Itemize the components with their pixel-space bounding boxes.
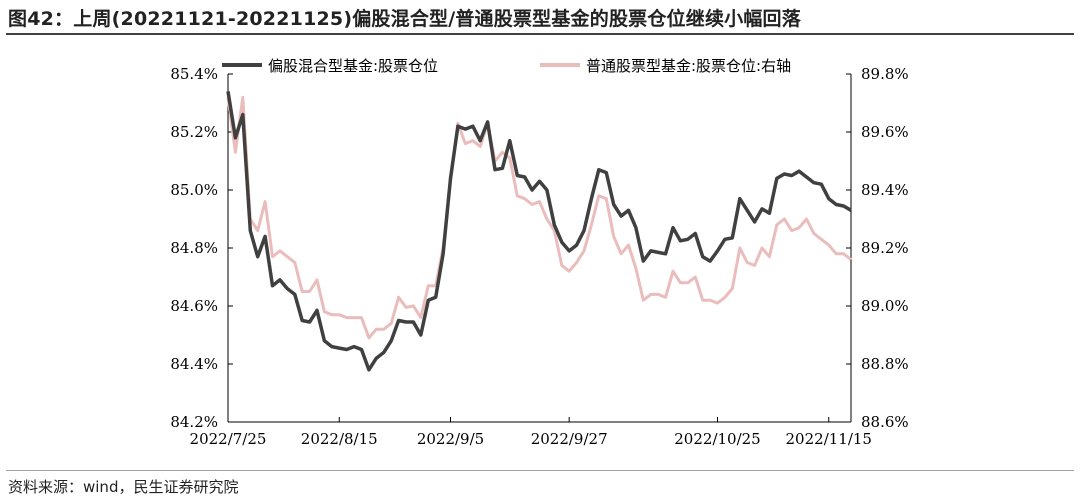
left-y-tick-label: 84.6% [170,297,218,315]
right-y-tick-label: 89.8% [861,65,909,83]
x-tick-label: 2022/9/27 [531,430,608,448]
x-tick-label: 2022/11/15 [786,430,872,448]
legend-label-series2: 普通股票型基金:股票仓位:右轴 [586,57,791,75]
series-lines [226,91,852,372]
left-y-tick-label: 84.4% [170,355,218,373]
axes [227,74,852,423]
left-y-tick-label: 85.0% [170,181,218,199]
left-y-tick-label: 85.2% [170,123,218,141]
left-y-tick-label: 84.8% [170,239,218,257]
legend-label-series1: 偏股混合型基金:股票仓位 [268,57,438,75]
x-tick-label: 2022/8/15 [301,430,378,448]
right-y-ticks: 88.6% 88.8% 89.0% 89.2% 89.4% 89.6% 89.8% [846,65,909,431]
right-y-tick-label: 89.6% [861,123,909,141]
right-y-tick-label: 89.2% [861,239,909,257]
series-line-stock-fund [226,95,852,340]
chart: 84.2% 84.4% 84.6% 84.8% 85.0% 85.2% 85.4% 88.6… [170,57,909,448]
page-title: 图42：上周(20221121-20221125)偏股混合型/普通股票型基金的股… [8,8,801,30]
source-note: 资料来源：wind，民生证券研究院 [8,478,239,496]
left-y-tick-label: 84.2% [170,413,218,431]
x-tick-label: 2022/7/25 [190,430,267,448]
right-y-tick-label: 89.4% [861,181,909,199]
legend: 偏股混合型基金:股票仓位 普通股票型基金:股票仓位:右轴 [222,57,791,75]
footer-rule [6,470,1074,471]
title-rule [6,33,1074,35]
x-ticks: 2022/7/25 2022/8/15 2022/9/5 2022/9/27 2022/… [190,417,872,448]
x-tick-label: 2022/9/5 [417,430,484,448]
right-y-tick-label: 88.6% [861,413,909,431]
x-tick-label: 2022/10/25 [674,430,760,448]
series-line-mixed-fund [226,91,852,372]
left-y-tick-label: 85.4% [170,65,218,83]
left-y-ticks: 84.2% 84.4% 84.6% 84.8% 85.0% 85.2% 85.4% [170,65,233,431]
right-y-tick-label: 89.0% [861,297,909,315]
right-y-tick-label: 88.8% [861,355,909,373]
